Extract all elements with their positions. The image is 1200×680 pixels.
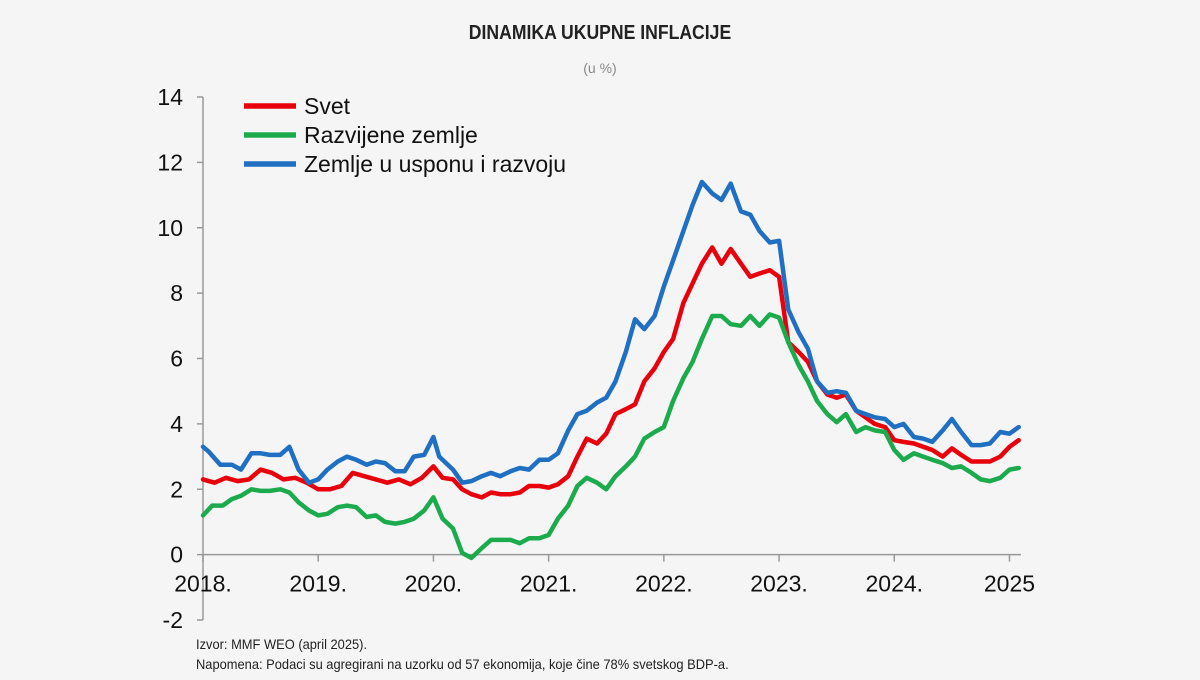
y-tick-label: 0 bbox=[170, 542, 183, 568]
legend-label-3: Zemlje u usponu i razvoju bbox=[304, 151, 566, 177]
x-tick-label: 2024. bbox=[865, 571, 923, 597]
axes: -2 0 2 4 6 8 10 12 14 2018. 2019. 2020. 2021. 2022. 20… bbox=[157, 84, 1035, 633]
series-line-1 bbox=[200, 245, 1021, 500]
y-tick-label: 10 bbox=[157, 215, 183, 241]
series-lines bbox=[200, 179, 1021, 561]
legend-label-2: Razvijene zemlje bbox=[304, 122, 478, 148]
y-tick-label: 8 bbox=[170, 280, 183, 306]
series-line-3 bbox=[200, 179, 1021, 485]
footer-note: Napomena: Podaci su agregirani na uzorku… bbox=[196, 656, 729, 672]
y-tick-label: 14 bbox=[157, 84, 183, 110]
y-tick-label: 6 bbox=[170, 346, 183, 372]
legend: Svet Razvijene zemlje Zemlje u usponu i ra… bbox=[244, 93, 566, 177]
legend-label-1: Svet bbox=[304, 93, 351, 119]
y-tick-label: 2 bbox=[170, 476, 183, 502]
y-tick-label: 12 bbox=[157, 149, 183, 175]
x-tick-label: 2022. bbox=[635, 571, 693, 597]
x-tick-label: 2018. bbox=[174, 571, 232, 597]
series-line-2 bbox=[200, 312, 1021, 561]
footer-source: Izvor: MMF WEO (april 2025). bbox=[196, 636, 368, 652]
x-tick-label: 2025 bbox=[984, 571, 1035, 597]
x-tick-label: 2021. bbox=[520, 571, 578, 597]
chart-subtitle: (u %) bbox=[583, 60, 617, 76]
chart-title: DINAMIKA UKUPNE INFLACIJE bbox=[468, 22, 732, 44]
x-tick-label: 2019. bbox=[289, 571, 347, 597]
x-tick-label: 2020. bbox=[405, 571, 463, 597]
x-tick-label: 2023. bbox=[750, 571, 808, 597]
y-tick-label: 4 bbox=[170, 411, 183, 437]
y-tick-label: -2 bbox=[163, 607, 183, 633]
